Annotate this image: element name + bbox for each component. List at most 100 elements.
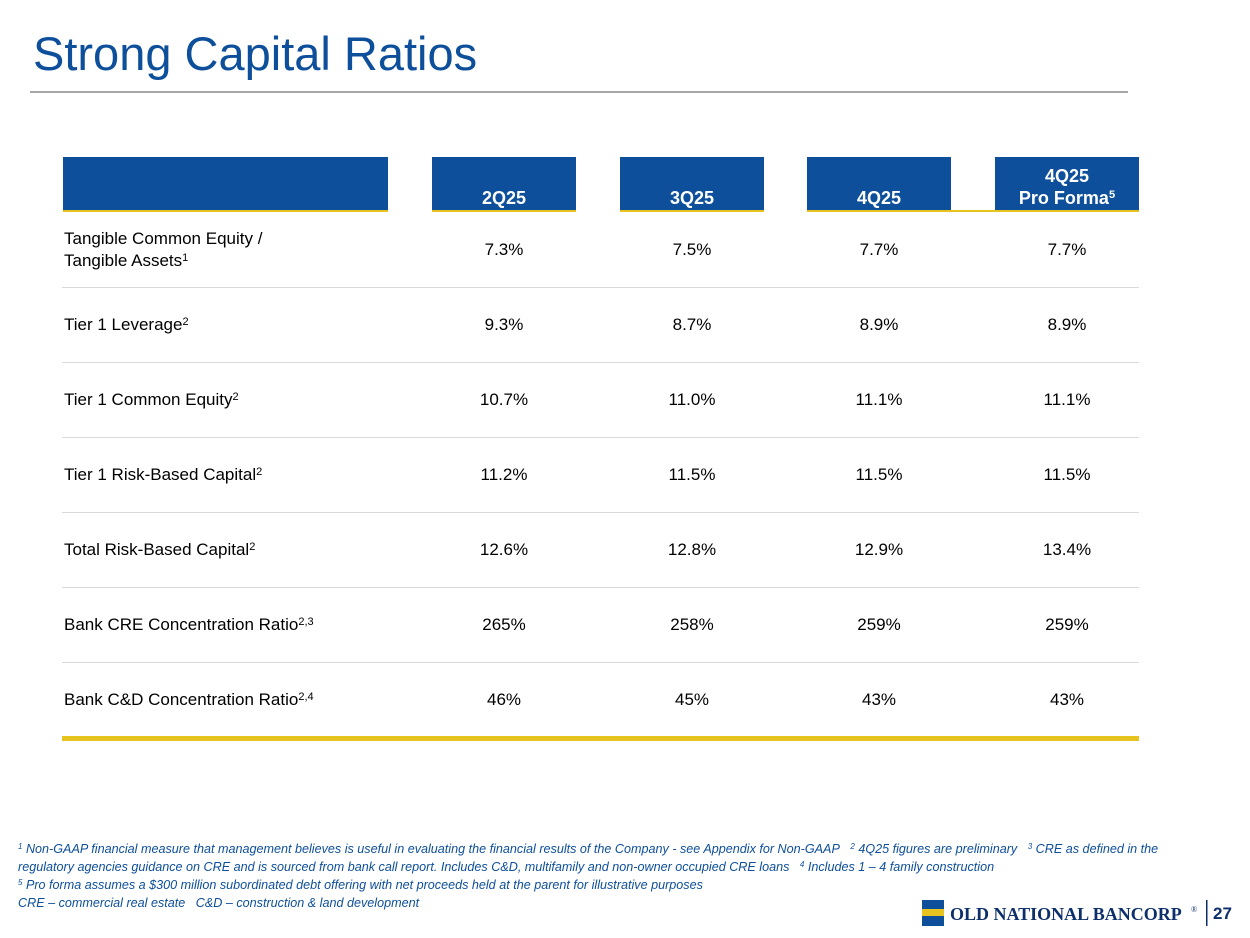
cell-value: 259% — [857, 615, 901, 634]
title: Strong Capital Ratios — [33, 27, 478, 80]
cell-value: 258% — [670, 615, 714, 634]
footer: OLD NATIONAL BANCORP ® 27 — [922, 900, 1232, 926]
row-label-line: Bank C&D Concentration Ratio2,4 — [64, 689, 314, 711]
logo-mark: ® — [1191, 905, 1197, 914]
column-header-text: 3Q25 — [669, 188, 715, 208]
row-label-line: Tangible Assets1 — [64, 250, 262, 272]
page-divider — [1206, 900, 1208, 926]
row-label: Tier 1 Leverage2 — [64, 314, 189, 336]
row-label: Tier 1 Common Equity2 — [64, 389, 239, 411]
cell-value: 8.9% — [1047, 315, 1087, 334]
cell-value: 11.5% — [1043, 465, 1091, 484]
column-header-text: 4Q25 — [856, 188, 902, 208]
row-label: Tangible Common Equity / Tangible Assets1 — [64, 228, 262, 272]
footnote-mark: 5 — [18, 878, 23, 887]
column-header-line: Pro Forma5 — [995, 187, 1139, 209]
cell-value: 10.7% — [479, 390, 529, 409]
cell-value: 8.9% — [859, 315, 899, 334]
row-separator — [62, 587, 1139, 588]
cell-value: 265% — [482, 615, 526, 634]
row-label-line: Tier 1 Risk-Based Capital2 — [64, 464, 262, 486]
column-header: 2Q25 — [432, 157, 576, 212]
title-rule — [30, 91, 1128, 93]
cell-value: 7.5% — [672, 240, 712, 259]
footnote-paragraph: 5 Pro forma assumes a $300 million subor… — [18, 876, 1198, 894]
column-header-text: 2Q25 — [481, 188, 527, 208]
column-header-line: 4Q25 — [995, 165, 1139, 187]
footnote-text: Pro forma assumes a $300 million subordi… — [25, 878, 703, 892]
cell-value: 43% — [861, 690, 897, 709]
superscript: 2 — [256, 466, 263, 478]
cell-value: 7.7% — [1047, 240, 1087, 259]
footnote-paragraph: CRE – commercial real estate C&D – const… — [18, 894, 1198, 912]
header-yellow-link — [951, 210, 995, 212]
footnote-mark: 2 — [850, 842, 855, 851]
column-header-line: 4Q25 — [807, 187, 951, 209]
cell-value: 7.7% — [859, 240, 899, 259]
cell-value: 11.1% — [855, 390, 903, 409]
cell-value: 12.8% — [667, 540, 717, 559]
superscript: 2,3 — [298, 616, 314, 628]
row-label-text: Tier 1 Common Equity — [64, 390, 233, 409]
row-label: Bank C&D Concentration Ratio2,4 — [64, 689, 314, 711]
row-label-line: Total Risk-Based Capital2 — [64, 539, 255, 561]
row-separator — [62, 287, 1139, 288]
footnote-text: CRE as defined in the regulatory agencie… — [18, 842, 1162, 874]
cell-value: 9.3% — [484, 315, 524, 334]
footnote-mark: 1 — [18, 842, 23, 851]
header-blank — [63, 157, 388, 212]
cell-value: 11.5% — [668, 465, 716, 484]
row-label-text: Bank CRE Concentration Ratio — [64, 615, 299, 634]
row-separator — [62, 512, 1139, 513]
column-header: 3Q25 — [620, 157, 764, 212]
footnote-mark: 4 — [799, 860, 805, 869]
page-number: 27 — [1213, 904, 1232, 923]
cell-value: 43% — [1049, 690, 1085, 709]
row-label: Bank CRE Concentration Ratio2,3 — [64, 614, 314, 636]
row-label: Total Risk-Based Capital2 — [64, 539, 255, 561]
column-header-line: 2Q25 — [432, 187, 576, 209]
row-separator — [62, 362, 1139, 363]
footnote-mark: 3 — [1027, 842, 1033, 851]
footnote-text: Non-GAAP financial measure that manageme… — [25, 842, 840, 856]
logo-text: OLD NATIONAL BANCORP — [950, 904, 1182, 924]
cell-value: 11.0% — [668, 390, 716, 409]
superscript: 2 — [232, 391, 239, 403]
cell-value: 11.2% — [480, 465, 528, 484]
row-label-line: Tier 1 Common Equity2 — [64, 389, 239, 411]
row-separator — [62, 437, 1139, 438]
row-label-line: Tier 1 Leverage2 — [64, 314, 189, 336]
superscript: 2 — [249, 541, 256, 553]
row-label-text: Tier 1 Risk-Based Capital — [64, 465, 257, 484]
superscript: 2 — [182, 316, 189, 328]
cell-value: 259% — [1045, 615, 1089, 634]
row-label-text: Tangible Assets — [64, 251, 183, 270]
cell-value: 46% — [486, 690, 522, 709]
row-label-text: Tier 1 Leverage — [64, 315, 183, 334]
column-header-text: Pro Forma — [1018, 188, 1109, 208]
row-label: Tier 1 Risk-Based Capital2 — [64, 464, 262, 486]
superscript: 1 — [182, 252, 189, 264]
footnote-text: 4Q25 figures are preliminary — [858, 842, 1018, 856]
column-header: 4Q25 — [807, 157, 951, 212]
row-label-line: Bank CRE Concentration Ratio2,3 — [64, 614, 314, 636]
row-separator — [62, 662, 1139, 663]
footnote-paragraph: 1 Non-GAAP financial measure that manage… — [18, 840, 1198, 876]
row-label-line: Tangible Common Equity / — [64, 228, 262, 250]
column-header-line: 3Q25 — [620, 187, 764, 209]
column-header-text: 4Q25 — [1044, 166, 1090, 186]
cell-value: 11.1% — [1043, 390, 1091, 409]
row-label-text: Total Risk-Based Capital — [64, 540, 250, 559]
row-label-text: Bank C&D Concentration Ratio — [64, 690, 299, 709]
footnote-text: CRE – commercial real estate C&D – const… — [18, 896, 420, 910]
footnote-text: Includes 1 – 4 family construction — [807, 860, 995, 874]
cell-value: 12.6% — [479, 540, 529, 559]
superscript: 2,4 — [298, 691, 314, 703]
cell-value: 13.4% — [1042, 540, 1092, 559]
cell-value: 11.5% — [855, 465, 903, 484]
cell-value: 12.9% — [854, 540, 904, 559]
cell-value: 8.7% — [672, 315, 712, 334]
superscript: 5 — [1108, 189, 1116, 201]
column-header: 4Q25 Pro Forma5 — [995, 157, 1139, 212]
